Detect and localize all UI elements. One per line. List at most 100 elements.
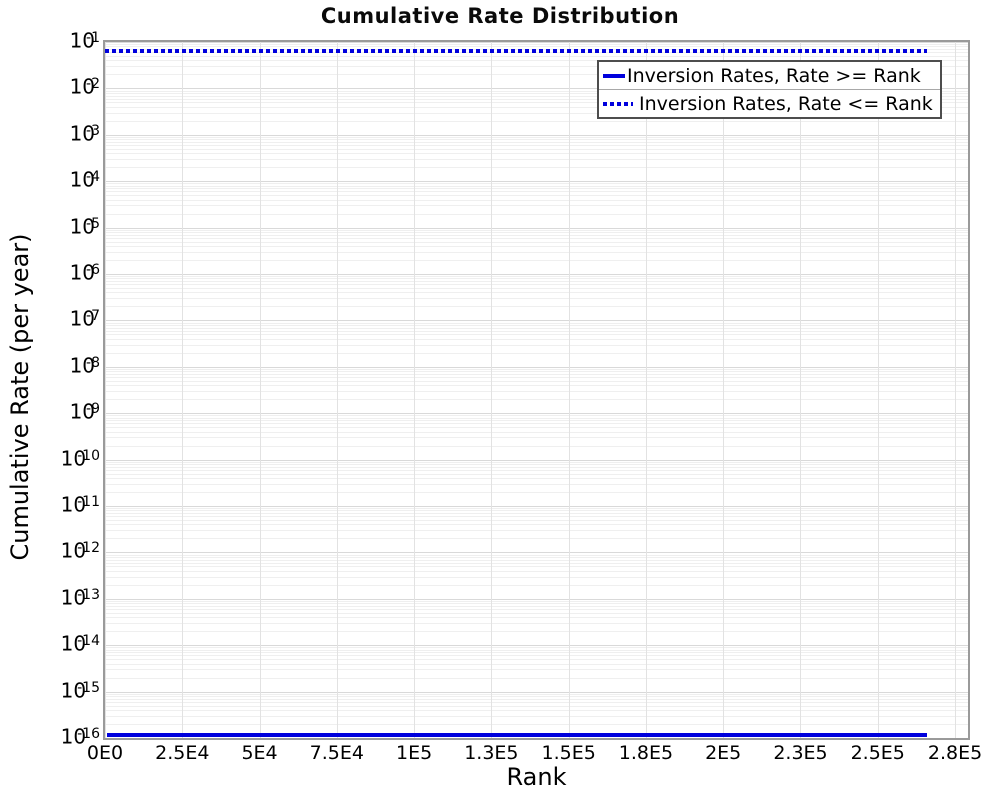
gridline-minor	[105, 199, 968, 201]
y-tick-label: 10-6	[69, 260, 100, 285]
gridline-minor	[105, 287, 968, 289]
y-tick-label: 10-1	[69, 28, 100, 53]
gridline-minor	[105, 492, 968, 494]
x-tick-label: 2.5E4	[155, 742, 210, 764]
gridline-minor	[105, 554, 968, 556]
gridline-minor	[105, 576, 968, 578]
x-tick-label: 5E4	[241, 742, 278, 764]
gridline-minor	[105, 420, 968, 422]
gridline-minor	[105, 284, 968, 286]
y-tick-label: 10-11	[60, 492, 100, 517]
gridline-minor	[105, 251, 968, 253]
gridline-major	[105, 506, 968, 507]
solid-line-swatch-icon	[603, 73, 625, 78]
gridline-minor	[105, 191, 968, 193]
gridline-minor	[105, 136, 968, 138]
gridline-minor	[105, 344, 968, 346]
gridline-minor	[105, 368, 968, 370]
gridline-minor	[105, 330, 968, 332]
gridline-major	[105, 320, 968, 322]
gridline-minor	[105, 60, 968, 62]
gridline-minor	[105, 278, 968, 280]
gridline-minor	[105, 229, 968, 231]
gridline-minor	[105, 623, 968, 625]
legend-entry-rate-ge-rank: Inversion Rates, Rate >= Rank	[599, 62, 940, 89]
gridline-minor	[105, 510, 968, 512]
x-tick-label: 1.8E5	[618, 742, 674, 764]
gridline-minor	[105, 423, 968, 425]
gridline-minor	[105, 612, 968, 614]
gridline-minor	[105, 281, 968, 283]
legend-entry-rate-le-rank: Inversion Rates, Rate <= Rank	[599, 89, 940, 117]
gridline-minor	[105, 148, 968, 150]
gridline-minor	[105, 445, 968, 447]
gridline-minor	[105, 391, 968, 393]
gridline-minor	[105, 715, 968, 717]
gridline-major	[105, 274, 968, 275]
gridline-minor	[105, 677, 968, 679]
gridline-minor	[105, 705, 968, 707]
gridline-minor	[105, 44, 968, 46]
gridline-minor	[105, 237, 968, 239]
gridline-vertical	[955, 42, 957, 738]
gridline-minor	[105, 516, 968, 518]
gridline-minor	[105, 324, 968, 326]
gridline-minor	[105, 195, 968, 197]
gridline-minor	[105, 605, 968, 607]
legend-label: Inversion Rates, Rate <= Rank	[639, 92, 933, 115]
gridline-minor	[105, 469, 968, 471]
gridline-minor	[105, 205, 968, 207]
gridline-minor	[105, 306, 968, 308]
y-tick-label: 10-12	[60, 539, 100, 564]
gridline-minor	[105, 483, 968, 485]
gridline-minor	[105, 385, 968, 387]
gridline-major	[105, 134, 968, 136]
gridline-minor	[105, 663, 968, 665]
gridline-minor	[105, 371, 968, 373]
gridline-minor	[105, 647, 968, 649]
gridline-minor	[105, 377, 968, 379]
gridline-minor	[105, 570, 968, 572]
gridline-vertical	[259, 42, 261, 738]
gridline-minor	[105, 102, 968, 104]
gridline-vertical	[414, 42, 416, 738]
gridline-major	[105, 181, 968, 183]
legend-label: Inversion Rates, Rate >= Rank	[627, 64, 921, 87]
gridline-minor	[105, 464, 968, 466]
gridline-minor	[105, 167, 968, 169]
y-tick-label: 10-5	[69, 214, 100, 239]
gridline-minor	[105, 98, 968, 100]
y-tick-label: 10-2	[69, 75, 100, 100]
gridline-major	[105, 645, 968, 647]
gridline-minor	[105, 600, 968, 602]
y-tick-label: 10-4	[69, 167, 100, 192]
gridline-minor	[105, 260, 968, 262]
gridline-minor	[105, 562, 968, 564]
gridline-minor	[105, 213, 968, 215]
legend: Inversion Rates, Rate >= Rank Inversion …	[597, 60, 942, 119]
gridline-minor	[105, 338, 968, 340]
gridline-minor	[105, 701, 968, 703]
y-tick-label: 10-14	[60, 631, 100, 656]
gridline-minor	[105, 559, 968, 561]
gridline-vertical	[568, 42, 570, 738]
x-tick-label: 2E5	[705, 742, 742, 764]
gridline-minor	[105, 183, 968, 185]
gridline-minor	[105, 431, 968, 433]
gridline-vertical	[645, 42, 647, 738]
gridline-minor	[105, 46, 968, 48]
gridline-minor	[105, 461, 968, 463]
plot-area	[105, 42, 968, 738]
gridline-vertical	[182, 42, 184, 738]
x-tick-label: 1.3E5	[464, 742, 519, 764]
x-tick-label: 0E0	[86, 742, 124, 764]
gridline-minor	[105, 234, 968, 236]
gridline-minor	[105, 112, 968, 114]
gridline-minor	[105, 188, 968, 190]
x-tick-label: 2.5E5	[850, 742, 905, 764]
gridline-minor	[105, 327, 968, 329]
gridline-minor	[105, 473, 968, 475]
gridline-vertical	[877, 42, 879, 738]
x-tick-label: 1.5E5	[541, 742, 596, 764]
